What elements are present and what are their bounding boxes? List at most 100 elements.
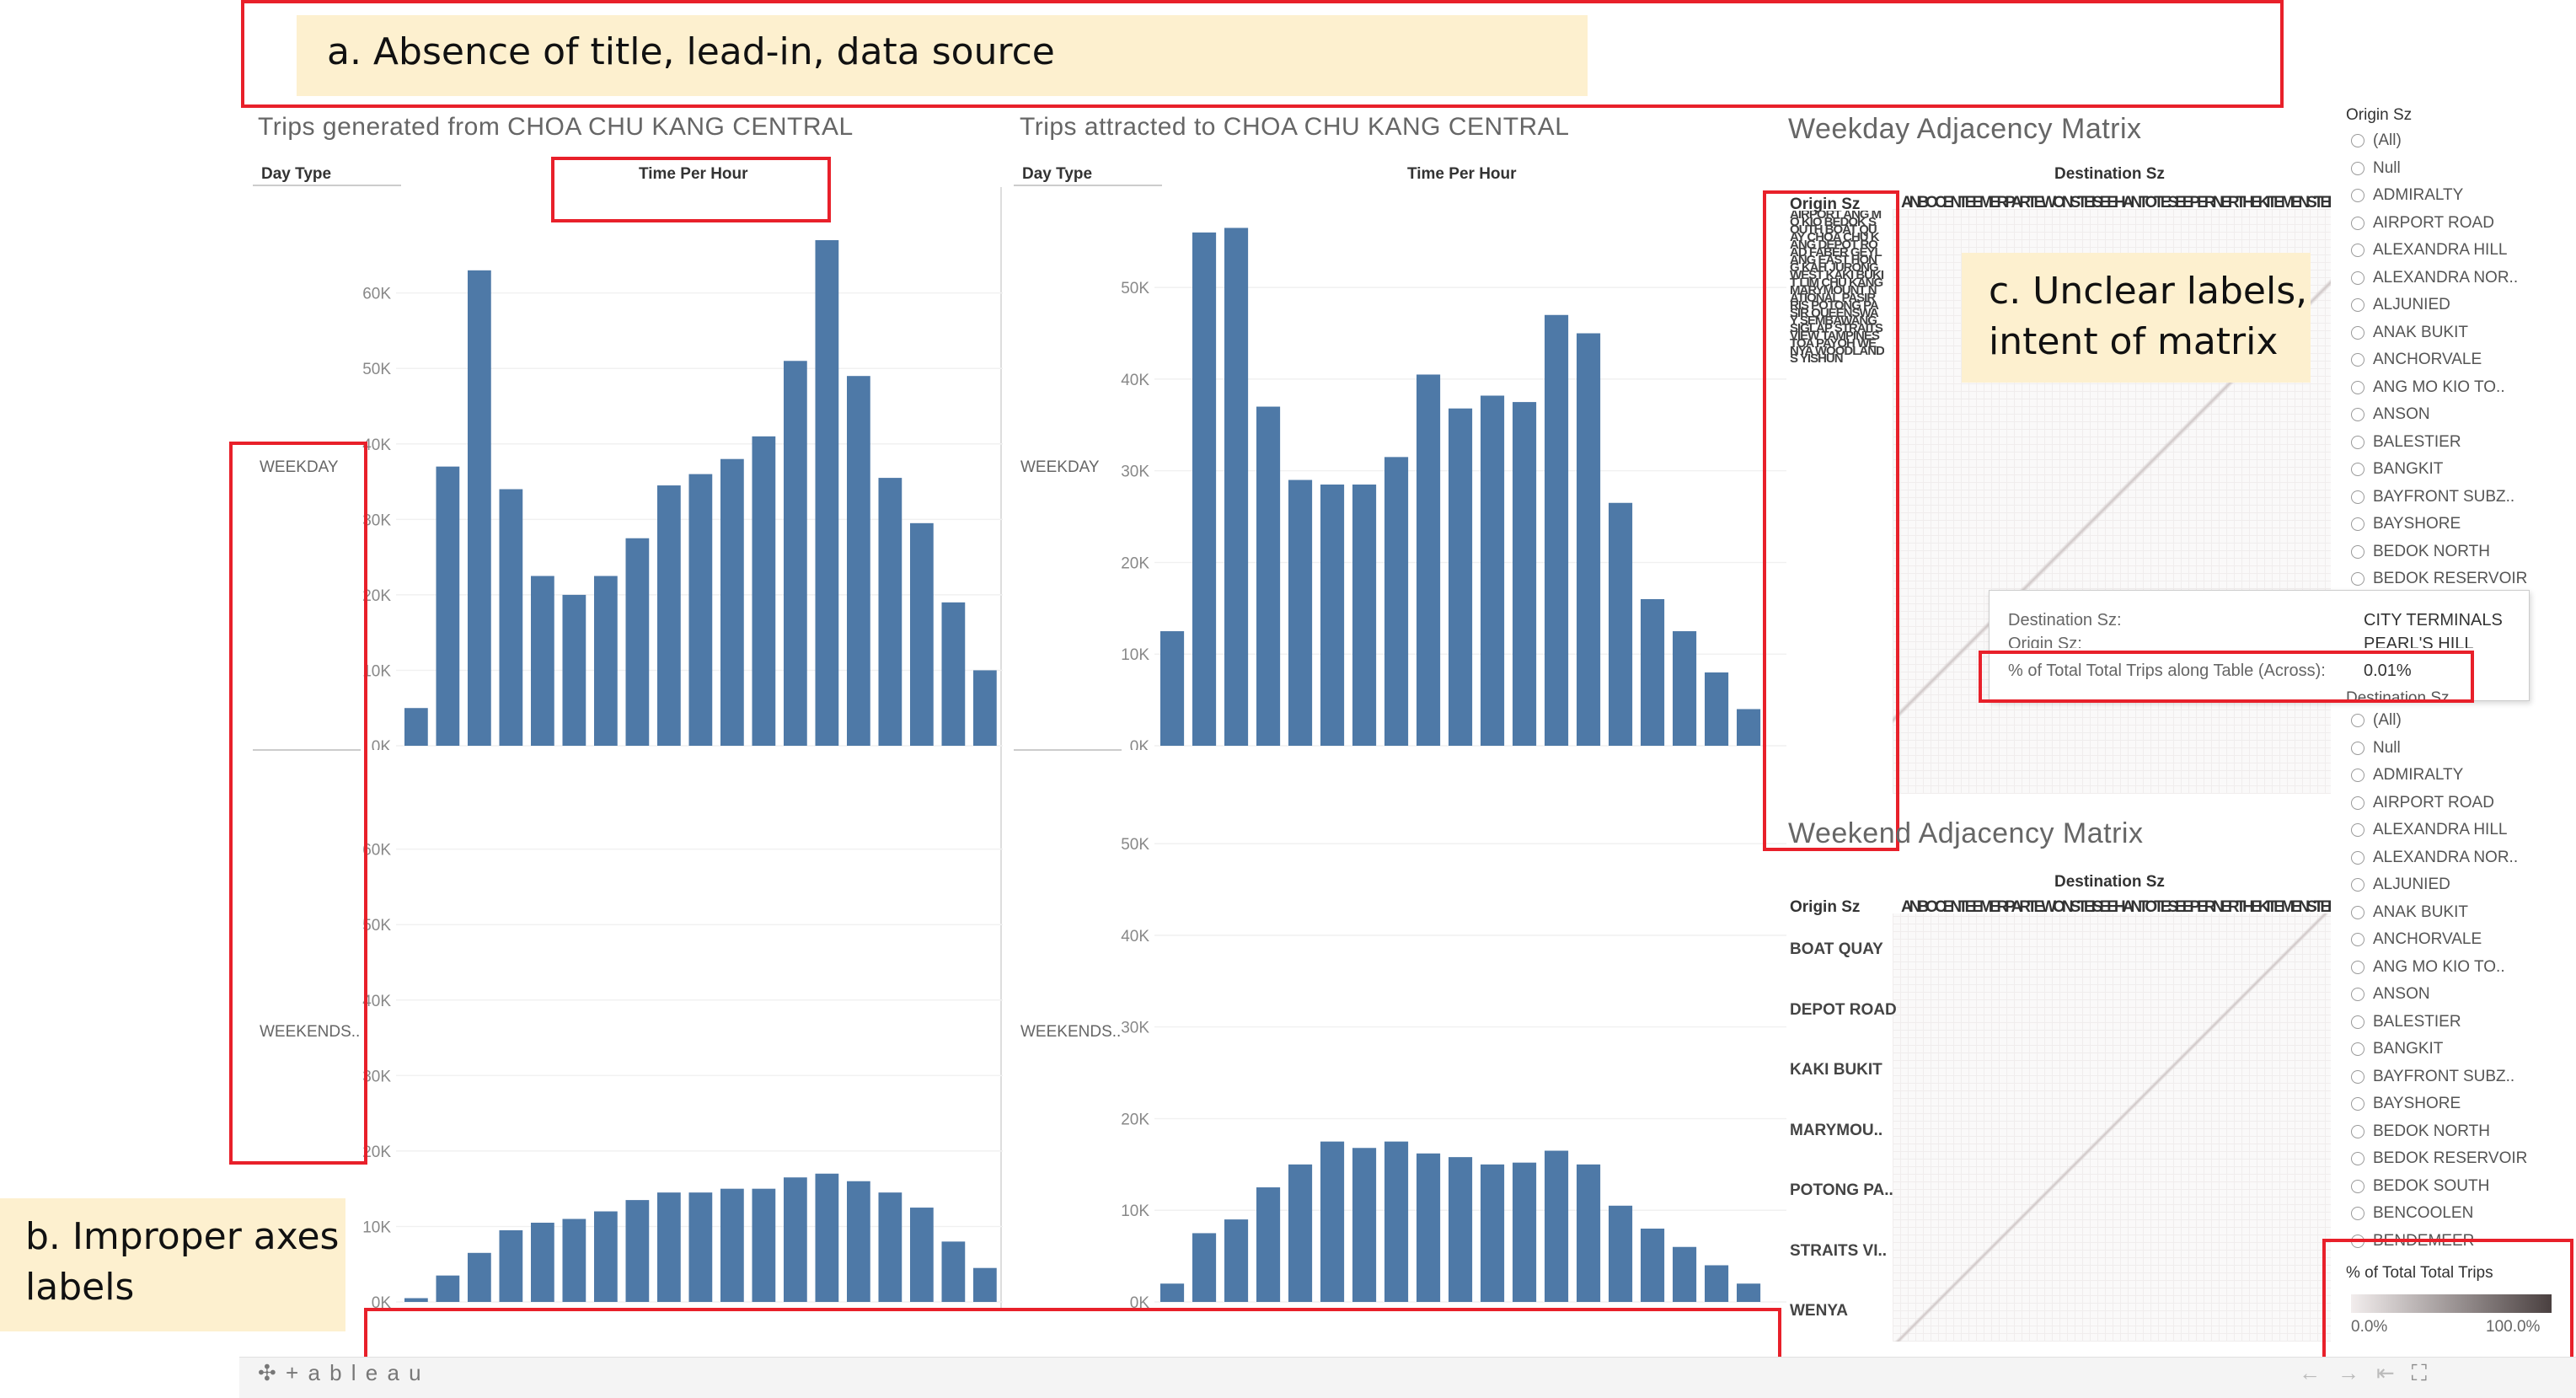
bar[interactable] [910,1208,934,1302]
radio-icon[interactable] [2351,298,2364,312]
filter-option[interactable]: ANCHORVALE [2351,351,2482,369]
bar[interactable] [531,1222,554,1302]
bar[interactable] [847,376,870,746]
radio-icon[interactable] [2351,463,2364,476]
bar[interactable] [688,474,713,746]
filter-option[interactable]: BEDOK RESERVOIR [2351,1149,2527,1168]
filter-option[interactable]: BEDOK NORTH [2351,543,2490,561]
radio-icon[interactable] [2351,380,2364,394]
bar[interactable] [941,1241,966,1302]
bar[interactable] [1481,1164,1505,1302]
radio-icon[interactable] [2351,161,2364,175]
redo-icon[interactable]: → [2338,1360,2376,1385]
weekend-matrix-grid[interactable] [1893,913,2331,1342]
radio-icon[interactable] [2351,325,2364,340]
filter-option[interactable]: ADMIRALTY [2351,766,2463,785]
radio-icon[interactable] [2351,270,2364,285]
bar[interactable] [625,538,650,746]
radio-icon[interactable] [2351,741,2364,755]
bar[interactable] [657,485,681,746]
radio-icon[interactable] [2351,714,2364,727]
bar[interactable] [1673,1246,1697,1302]
bar[interactable] [1256,1187,1281,1302]
bar[interactable] [1577,333,1601,746]
filter-option[interactable]: BALESTIER [2351,1013,2461,1031]
bar[interactable] [1705,1265,1729,1302]
bar[interactable] [847,1181,870,1302]
filter-option[interactable]: (All) [2351,711,2402,730]
bar[interactable] [1641,598,1665,746]
radio-icon[interactable] [2351,823,2364,837]
filter-option[interactable]: ALEXANDRA NOR.. [2351,849,2518,867]
bar[interactable] [404,1298,428,1302]
radio-icon[interactable] [2351,769,2364,782]
bar[interactable] [1352,485,1377,746]
bar[interactable] [815,1173,839,1302]
bar[interactable] [1320,1141,1345,1302]
bar[interactable] [1609,502,1633,746]
filter-option[interactable]: ANG MO KIO TO.. [2351,378,2505,397]
bar[interactable] [468,1252,491,1302]
radio-icon[interactable] [2351,905,2364,919]
bar[interactable] [1192,232,1217,746]
bar[interactable] [1320,485,1345,746]
filter-option[interactable]: BEDOK NORTH [2351,1122,2490,1141]
filter-option[interactable]: Null [2351,739,2401,758]
radio-icon[interactable] [2351,408,2364,421]
bar[interactable] [404,708,428,746]
bar[interactable] [594,1211,618,1302]
radio-icon[interactable] [2351,1015,2364,1029]
radio-icon[interactable] [2351,1179,2364,1193]
filter-option[interactable]: ANCHORVALE [2351,930,2482,949]
filter-option[interactable]: ADMIRALTY [2351,186,2463,205]
bar[interactable] [1192,1233,1217,1302]
bar[interactable] [1417,374,1441,746]
filter-option[interactable]: BAYFRONT SUBZ.. [2351,488,2514,506]
bar[interactable] [1160,1283,1185,1302]
radio-icon[interactable] [2351,1097,2364,1111]
bar[interactable] [752,1188,776,1302]
radio-icon[interactable] [2351,933,2364,946]
filter-option[interactable]: (All) [2351,131,2402,150]
filter-option[interactable]: ALEXANDRA HILL [2351,821,2507,839]
radio-icon[interactable] [2351,189,2364,202]
bar[interactable] [562,594,586,746]
bar[interactable] [1224,1219,1249,1302]
fullscreen-icon[interactable]: ⛶ [2411,1360,2444,1385]
bar[interactable] [562,1219,586,1302]
filter-option[interactable]: ALEXANDRA HILL [2351,241,2507,260]
bar[interactable] [436,466,460,746]
radio-icon[interactable] [2351,435,2364,449]
bar[interactable] [1256,406,1281,746]
bar[interactable] [1737,709,1761,746]
bar[interactable] [910,522,934,746]
revert-icon[interactable]: ⇤ [2376,1360,2412,1385]
filter-option[interactable]: BANGKIT [2351,1040,2443,1058]
filter-option[interactable]: BEDOK SOUTH [2351,1177,2489,1196]
radio-icon[interactable] [2351,544,2364,559]
filter-option[interactable]: ALEXANDRA NOR.. [2351,269,2518,287]
bar[interactable] [1641,1228,1665,1302]
radio-icon[interactable] [2351,850,2364,865]
bar[interactable] [1705,672,1729,746]
bar[interactable] [878,478,902,746]
filter-option[interactable]: ANAK BUKIT [2351,903,2468,922]
bar[interactable] [1577,1164,1601,1302]
bar[interactable] [784,1177,807,1302]
bar[interactable] [1513,402,1537,746]
filter-option[interactable]: BAYSHORE [2351,1095,2461,1113]
bar[interactable] [1449,1157,1473,1302]
filter-option[interactable]: BALESTIER [2351,433,2461,452]
filter-option[interactable]: BAYSHORE [2351,515,2461,533]
radio-icon[interactable] [2351,134,2364,147]
bar[interactable] [720,458,744,746]
undo-icon[interactable]: ← [2299,1360,2338,1385]
filter-option[interactable]: BENCOOLEN [2351,1204,2473,1223]
filter-option[interactable]: ANSON [2351,985,2430,1004]
filter-option[interactable]: ANAK BUKIT [2351,324,2468,342]
radio-icon[interactable] [2351,878,2364,892]
bar[interactable] [1545,1150,1569,1302]
bar[interactable] [1673,631,1697,746]
filter-option[interactable]: BANGKIT [2351,460,2443,479]
bar[interactable] [1224,228,1249,746]
